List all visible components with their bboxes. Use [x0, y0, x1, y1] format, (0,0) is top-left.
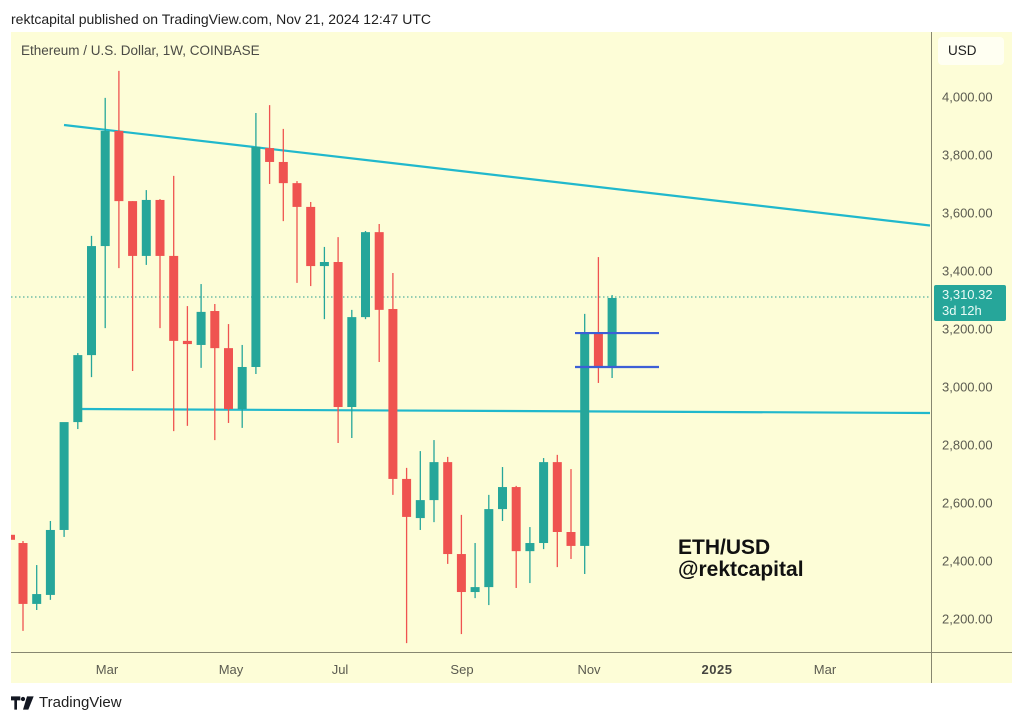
- time-tick-label: May: [218, 662, 244, 677]
- current-price-badge: 3,310.32 3d 12h: [934, 285, 1006, 321]
- candle-down: [552, 454, 562, 568]
- time-tick-label: Mar: [95, 662, 119, 677]
- price-tick-label: 2,800.00: [942, 437, 993, 453]
- watermark-line2: @rektcapital: [678, 558, 804, 581]
- support-trendline: [79, 407, 930, 415]
- candle-down: [224, 324, 233, 423]
- resistance-trendline: [63, 123, 930, 227]
- time-tick-label: 2025: [701, 662, 733, 677]
- candle-up: [539, 458, 549, 550]
- candle-down: [443, 456, 453, 564]
- currency-button[interactable]: USD: [938, 37, 1004, 65]
- candle-up: [59, 422, 69, 537]
- partial-candle: [11, 534, 15, 540]
- candle-down: [182, 306, 192, 426]
- candle-down: [402, 467, 412, 644]
- bar-countdown: 3d 12h: [942, 303, 982, 318]
- candle-down: [128, 201, 138, 372]
- candle-up: [251, 112, 261, 374]
- publish-info: rektcapital published on TradingView.com…: [11, 11, 431, 27]
- candle-down: [265, 105, 275, 184]
- candle-down: [18, 540, 28, 631]
- candle-up: [429, 440, 439, 523]
- candle-up: [237, 344, 247, 428]
- tradingview-footer[interactable]: TradingView: [11, 694, 122, 711]
- price-tick-label: 4,000.00: [942, 89, 993, 105]
- candle-up: [141, 190, 151, 265]
- candle-up: [484, 494, 494, 606]
- candle-down: [566, 469, 576, 559]
- candle-down: [169, 175, 179, 432]
- candle-up: [73, 353, 83, 430]
- price-axis[interactable]: USD 4,000.00 3,800.00 3,600.00 3,400.00 3,20…: [931, 32, 1013, 683]
- candle-up: [347, 309, 357, 439]
- candlestick-chart: [11, 70, 930, 644]
- time-axis[interactable]: Mar May Jul Sep Nov 2025 Mar: [11, 652, 1012, 684]
- price-tick-label: 3,400.00: [942, 263, 993, 279]
- time-tick-label: Jul: [331, 662, 349, 677]
- current-price: 3,310.32: [942, 287, 993, 302]
- candle-up: [361, 230, 370, 320]
- candle-down: [306, 201, 316, 287]
- candle-down: [593, 257, 603, 383]
- time-tick-label: Mar: [813, 662, 837, 677]
- candle-down: [511, 485, 521, 588]
- candle-up: [470, 543, 480, 599]
- candle-up: [580, 313, 590, 575]
- candle-up: [100, 97, 110, 329]
- candle-down: [374, 224, 384, 363]
- price-tick-label: 3,000.00: [942, 379, 993, 395]
- candle-up: [525, 527, 535, 584]
- price-tick-label: 2,400.00: [942, 553, 993, 569]
- candle-up: [607, 295, 617, 379]
- price-tick-label: 3,200.00: [942, 321, 993, 337]
- candle-up: [498, 467, 507, 521]
- chart-panel: Ethereum / U.S. Dollar, 1W, COINBASE ETH…: [11, 32, 1012, 683]
- candle-up: [87, 235, 96, 378]
- candle-up: [32, 565, 42, 611]
- time-tick-label: Sep: [450, 662, 474, 677]
- candle-up: [415, 451, 425, 530]
- price-tick-label: 3,800.00: [942, 147, 993, 163]
- candle-down: [278, 128, 288, 222]
- time-tick-label: Nov: [577, 662, 601, 677]
- candle-down: [155, 199, 165, 329]
- candle-up: [319, 246, 329, 320]
- symbol-title: Ethereum / U.S. Dollar, 1W, COINBASE: [21, 43, 260, 58]
- tradingview-brand: TradingView: [39, 694, 122, 711]
- watermark-line1: ETH/USD: [678, 536, 771, 559]
- tradingview-logo-icon: [11, 695, 34, 710]
- candle-up: [196, 284, 206, 368]
- price-tick-label: 3,600.00: [942, 205, 993, 221]
- price-tick-label: 2,600.00: [942, 495, 993, 511]
- candle-down: [114, 70, 124, 269]
- candle-down: [388, 273, 398, 495]
- price-tick-label: 2,200.00: [942, 611, 993, 627]
- candle-up: [45, 520, 55, 600]
- plot-area[interactable]: Ethereum / U.S. Dollar, 1W, COINBASE ETH…: [11, 32, 930, 652]
- watermark-text: ETH/USD @rektcapital: [678, 537, 804, 581]
- candle-down: [210, 304, 220, 441]
- candle-down: [456, 514, 466, 635]
- candle-down: [333, 237, 343, 443]
- candle-down: [292, 181, 302, 283]
